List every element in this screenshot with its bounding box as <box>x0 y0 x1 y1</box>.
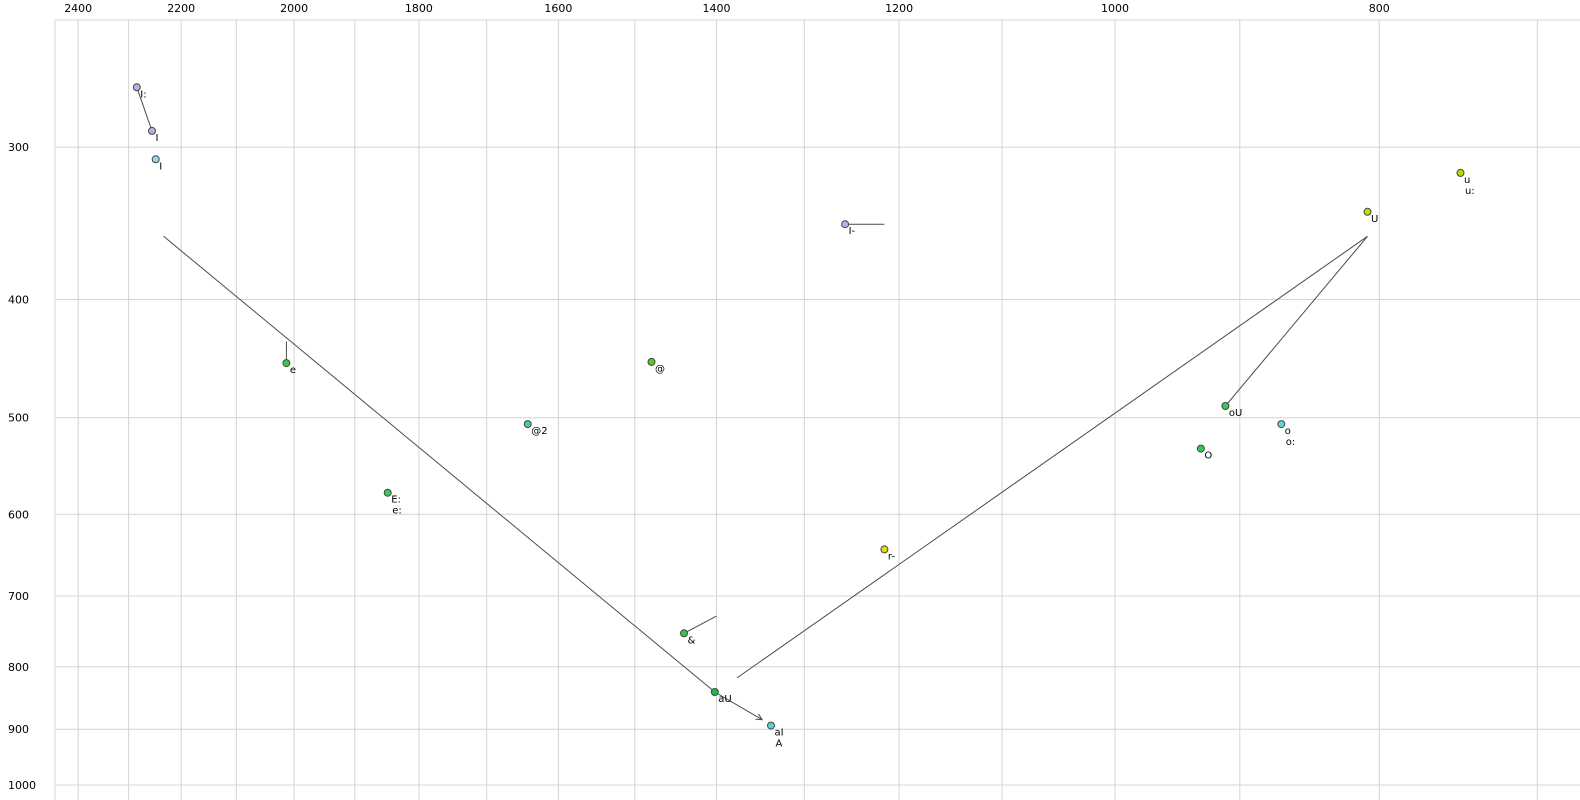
vowel-label: oU <box>1229 408 1242 419</box>
x-tick-label: 2000 <box>280 2 308 15</box>
vowel-label: aI <box>775 728 784 739</box>
vowel-label: I <box>159 161 162 172</box>
vowel-point[interactable] <box>680 629 688 638</box>
vowel-point[interactable] <box>1456 168 1465 177</box>
trajectory-line <box>1225 235 1368 407</box>
vowel-point[interactable] <box>1277 420 1286 429</box>
vowel-label: & <box>688 635 696 646</box>
vowel-label: @2 <box>531 426 547 437</box>
vowel-label: e: <box>392 506 402 517</box>
x-tick-label: 800 <box>1369 2 1390 15</box>
vowel-point[interactable] <box>282 359 291 368</box>
vowel-point[interactable] <box>151 155 160 164</box>
y-tick-label: 500 <box>8 412 29 425</box>
vowel-point[interactable] <box>1196 444 1205 453</box>
x-tick-label: 1800 <box>405 2 433 15</box>
x-tick-label: 1600 <box>544 2 572 15</box>
y-tick-label: 1000 <box>8 779 36 792</box>
vowel-point[interactable] <box>880 545 889 554</box>
vowel-label: E: <box>391 495 401 506</box>
trajectory-line <box>736 235 1368 679</box>
x-tick-label: 1200 <box>885 2 913 15</box>
vowel-label: @ <box>655 364 665 375</box>
vowel-point[interactable] <box>148 126 156 135</box>
vowel-point[interactable] <box>841 220 850 229</box>
x-tick-label: 1400 <box>703 2 731 15</box>
x-tick-label: 2200 <box>167 2 195 15</box>
vowel-label: I- <box>849 226 856 237</box>
vowel-point[interactable] <box>767 721 775 730</box>
x-tick-label: 1000 <box>1101 2 1129 15</box>
vowel-label: u <box>1464 175 1470 186</box>
vowel-point[interactable] <box>647 357 656 366</box>
vowel-point[interactable] <box>1221 402 1230 410</box>
y-tick-label: 700 <box>8 590 29 603</box>
y-tick-label: 900 <box>8 723 29 736</box>
vowel-point[interactable] <box>383 488 392 497</box>
vowel-label: O <box>1204 451 1212 462</box>
vowel-label: aU <box>718 694 731 705</box>
vowel-label: u: <box>1465 186 1475 197</box>
y-tick-label: 400 <box>8 294 29 307</box>
vowel-label: U <box>1371 214 1378 225</box>
vowel-label: r- <box>888 551 895 562</box>
vowel-point[interactable] <box>710 688 719 696</box>
vowel-label: o <box>1285 426 1291 437</box>
x-tick-label: 2400 <box>64 2 92 15</box>
y-tick-label: 300 <box>8 141 29 154</box>
vowel-label: o: <box>1286 437 1296 448</box>
trajectory-line <box>136 87 153 132</box>
vowel-label: I <box>156 133 159 144</box>
vowel-label: e <box>290 365 296 376</box>
trajectory-line <box>714 691 764 721</box>
vowel-point[interactable] <box>523 420 532 429</box>
y-tick-label: 800 <box>8 661 29 674</box>
trajectory-line <box>163 235 716 693</box>
vowel-label: A <box>776 739 783 750</box>
trajectory-line <box>683 615 717 634</box>
y-tick-label: 600 <box>8 508 29 521</box>
vowel-point[interactable] <box>1363 207 1372 216</box>
vowel-label: I: <box>140 89 146 100</box>
vowel-point[interactable] <box>132 83 141 92</box>
